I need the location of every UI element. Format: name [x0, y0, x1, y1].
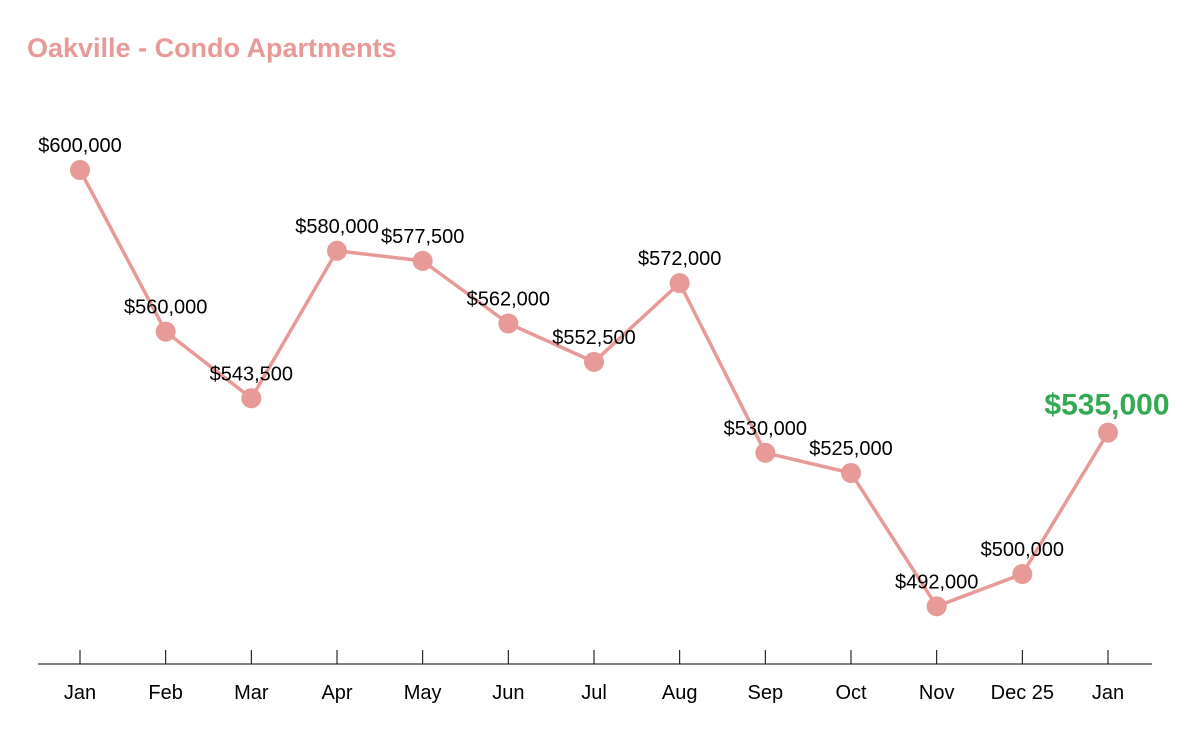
x-tick-label: Jan: [1092, 682, 1124, 704]
data-point: [70, 160, 90, 180]
data-point: [669, 273, 690, 294]
x-tick-label: Feb: [148, 682, 182, 704]
data-point: [412, 250, 433, 271]
x-tick-label: Apr: [321, 682, 352, 704]
x-tick-label: Sep: [748, 682, 784, 704]
data-label: $560,000: [124, 297, 207, 319]
data-label: $530,000: [724, 418, 807, 440]
data-point: [241, 388, 262, 409]
data-point: [926, 596, 947, 617]
x-tick-label: Oct: [835, 682, 867, 704]
data-point: [498, 313, 519, 334]
data-label: $525,000: [809, 438, 892, 460]
data-point: [327, 240, 347, 261]
data-label: $572,000: [638, 248, 721, 270]
data-point: [755, 442, 776, 463]
data-label: $562,000: [467, 289, 550, 311]
series-line: [78, 169, 1110, 609]
data-label: $580,000: [295, 216, 378, 238]
data-label: $492,000: [895, 571, 978, 593]
data-label: $600,000: [38, 135, 121, 157]
x-tick-label: May: [404, 682, 442, 704]
data-point: [155, 321, 176, 342]
data-label: $552,500: [552, 327, 635, 349]
highlight-data-label: $535,000: [1044, 389, 1169, 422]
x-tick-label: Aug: [662, 682, 698, 704]
x-tick-label: Dec 25: [991, 682, 1054, 704]
data-point: [584, 351, 604, 372]
data-point: [1012, 564, 1033, 584]
x-tick-label: Mar: [234, 682, 269, 704]
x-tick-label: Jul: [581, 682, 607, 704]
data-label: $500,000: [981, 539, 1064, 561]
chart-title: Oakville - Condo Apartments: [27, 33, 397, 63]
data-label: $577,500: [381, 226, 464, 248]
x-tick-label: Jun: [492, 682, 524, 704]
x-tick-label: Nov: [919, 682, 955, 704]
x-tick-label: Jan: [64, 682, 96, 704]
data-point: [841, 463, 861, 483]
data-point: [1098, 422, 1118, 443]
data-label: $543,500: [210, 363, 293, 385]
